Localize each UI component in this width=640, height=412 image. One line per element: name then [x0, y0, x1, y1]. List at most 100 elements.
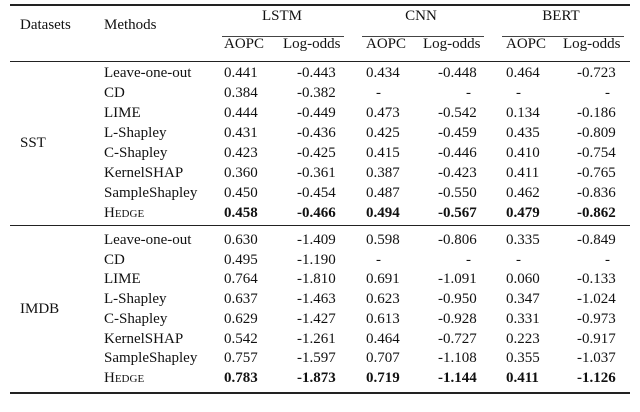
table-cell: 0.691: [366, 271, 400, 288]
table-cell: -0.754: [577, 145, 616, 161]
table-cell: 0.444: [224, 105, 258, 121]
table-cell: 0.134: [506, 105, 540, 121]
table-cell: -: [466, 85, 471, 101]
method-name: L-Shapley: [104, 125, 167, 141]
table-cell: 0.479: [506, 205, 540, 221]
table-cell: 0.435: [506, 125, 540, 141]
table-cell: 0.458: [224, 205, 258, 221]
table-cell: -0.917: [577, 330, 616, 347]
table-cell: 0.335: [506, 232, 540, 248]
table-cell: 0.764: [224, 271, 258, 288]
table-cell: -1.190: [297, 251, 336, 268]
table-cell: -: [516, 251, 521, 268]
method-name: LIME: [104, 271, 141, 288]
method-name: Leave-one-out: [104, 232, 192, 248]
header-model: BERT: [542, 8, 580, 24]
table-cell: 0.425: [366, 125, 400, 141]
table-cell: -: [376, 251, 381, 268]
header-metric: AOPC: [366, 36, 407, 52]
header-model: LSTM: [261, 8, 303, 24]
table-cell: 0.719: [366, 369, 400, 386]
table-cell: 0.347: [506, 291, 540, 308]
table-cell: -1.597: [297, 350, 336, 367]
method-name: Hedge: [104, 205, 145, 221]
table-cell: 0.387: [366, 165, 400, 181]
table-cell: 0.613: [366, 310, 400, 327]
table-cell: 0.462: [506, 185, 540, 201]
table-cell: 0.441: [224, 65, 258, 81]
table-cell: 0.637: [224, 291, 258, 308]
table-cell: -0.466: [297, 205, 336, 221]
table-cell: -1.037: [577, 350, 616, 367]
table-cell: -0.567: [438, 205, 477, 221]
table-cell: -0.454: [297, 185, 336, 201]
table-cell: 0.410: [506, 145, 540, 161]
table-cell: 0.757: [224, 350, 258, 367]
table-cell: 0.783: [224, 369, 258, 386]
table-cell: 0.423: [224, 145, 258, 161]
method-name: SampleShapley: [104, 350, 198, 367]
method-name: KernelSHAP: [104, 330, 184, 347]
table-cell: 0.360: [224, 165, 258, 181]
table-cell: -: [605, 251, 610, 268]
dataset-label: SST: [20, 135, 46, 151]
table-cell: 0.431: [224, 125, 258, 141]
method-name: CD: [104, 251, 125, 268]
table-cell: -0.542: [438, 105, 477, 121]
header-datasets: Datasets: [20, 17, 71, 33]
table-cell: 0.331: [506, 310, 540, 327]
table-cell: -1.463: [297, 291, 336, 308]
table-cell: -0.806: [438, 232, 477, 248]
table-cell: -0.448: [438, 65, 477, 81]
table-cell: -0.423: [438, 165, 477, 181]
header-metric: Log-odds: [283, 36, 341, 52]
cmidrule: [222, 36, 344, 37]
method-name: Leave-one-out: [104, 65, 192, 81]
table-cell: 0.629: [224, 310, 258, 327]
method-name: Hedge: [104, 369, 145, 386]
table-cell: 0.223: [506, 330, 540, 347]
table-cell: 0.060: [506, 271, 540, 288]
method-name: SampleShapley: [104, 185, 198, 201]
table-cell: 0.411: [506, 165, 540, 181]
table-cell: -0.425: [297, 145, 336, 161]
method-name: L-Shapley: [104, 291, 167, 308]
table-cell: 0.415: [366, 145, 400, 161]
method-name: CD: [104, 85, 125, 101]
table-cell: -1.873: [297, 369, 336, 386]
table-cell: -0.836: [577, 185, 616, 201]
table-cell: -1.108: [438, 350, 477, 367]
table-cell: -0.862: [577, 205, 616, 221]
table-cell: -1.024: [577, 291, 616, 308]
table-cell: 0.630: [224, 232, 258, 248]
table-cell: 0.473: [366, 105, 400, 121]
table-cell: -0.928: [438, 310, 477, 327]
method-name: C-Shapley: [104, 145, 168, 161]
table-cell: 0.355: [506, 350, 540, 367]
table-cell: -0.550: [438, 185, 477, 201]
table-cell: -0.459: [438, 125, 477, 141]
bottom-rule: [10, 392, 630, 394]
table-cell: 0.707: [366, 350, 400, 367]
table-cell: 0.487: [366, 185, 400, 201]
table-cell: -1.409: [297, 232, 336, 248]
table-cell: -0.849: [577, 232, 616, 248]
method-name: KernelSHAP: [104, 165, 184, 181]
table-cell: -: [466, 251, 471, 268]
method-name: LIME: [104, 105, 141, 121]
table-cell: -1.091: [438, 271, 477, 288]
table-cell: -0.449: [297, 105, 336, 121]
header-metric: Log-odds: [563, 36, 621, 52]
table-cell: -0.973: [577, 310, 616, 327]
method-name: C-Shapley: [104, 310, 168, 327]
header-metric: AOPC: [506, 36, 547, 52]
header-methods: Methods: [104, 17, 157, 33]
table-cell: -0.436: [297, 125, 336, 141]
table-cell: -0.361: [297, 165, 336, 181]
table-cell: -0.133: [577, 271, 616, 288]
cmidrule: [502, 36, 624, 37]
table-cell: 0.542: [224, 330, 258, 347]
table-cell: -0.723: [577, 65, 616, 81]
table-cell: -0.186: [577, 105, 616, 121]
table-cell: -: [605, 85, 610, 101]
